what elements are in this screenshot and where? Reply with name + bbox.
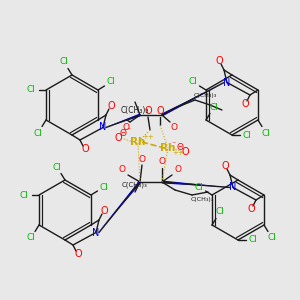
Text: O: O [114, 133, 122, 143]
Text: Cl: Cl [100, 182, 108, 191]
Text: Cl: Cl [60, 58, 68, 67]
Text: Cl: Cl [106, 77, 116, 86]
Text: C(CH₃)₃: C(CH₃)₃ [122, 182, 148, 188]
Text: N: N [92, 227, 100, 238]
Text: Cl: Cl [262, 128, 270, 137]
Text: O: O [118, 166, 125, 175]
Text: Cl: Cl [20, 190, 28, 200]
Polygon shape [105, 114, 140, 128]
Text: O: O [81, 144, 89, 154]
Text: Cl: Cl [27, 85, 35, 94]
Text: O: O [215, 56, 223, 66]
Text: O: O [247, 204, 255, 214]
Text: Cl: Cl [52, 163, 62, 172]
Text: Cl: Cl [27, 233, 35, 242]
Text: Θ: Θ [176, 142, 184, 152]
Text: O: O [74, 249, 82, 259]
Text: Cl: Cl [249, 236, 257, 244]
Text: O: O [122, 122, 130, 131]
Text: O: O [221, 161, 229, 171]
Text: Cl: Cl [268, 233, 276, 242]
Text: O: O [107, 101, 115, 111]
Text: C(CH₃)₃: C(CH₃)₃ [190, 197, 214, 202]
Text: O: O [181, 147, 189, 157]
Text: Cl: Cl [210, 103, 218, 112]
Text: O: O [156, 106, 164, 116]
Text: Cl: Cl [189, 77, 197, 86]
Text: ⁻: ⁻ [127, 125, 131, 134]
Text: O: O [158, 158, 166, 166]
Text: O: O [175, 166, 182, 175]
Text: O: O [139, 155, 145, 164]
Text: N: N [99, 122, 107, 133]
Text: Θ: Θ [119, 128, 127, 137]
Polygon shape [98, 181, 141, 233]
Text: ⁻: ⁻ [172, 140, 176, 148]
Text: Cl: Cl [243, 130, 251, 140]
Text: N: N [223, 77, 231, 88]
Text: ++: ++ [142, 134, 154, 140]
Text: Rh: Rh [160, 143, 176, 153]
Text: N: N [229, 182, 237, 193]
Text: Rh: Rh [130, 137, 146, 147]
Text: O: O [170, 122, 178, 131]
Text: O: O [100, 206, 108, 216]
Text: Cl: Cl [195, 182, 203, 191]
Polygon shape [161, 82, 225, 116]
Polygon shape [162, 181, 231, 188]
Text: C(CH₃)₃: C(CH₃)₃ [194, 92, 217, 98]
Text: ++: ++ [172, 150, 184, 156]
Text: O: O [241, 99, 249, 109]
Text: Cl: Cl [34, 128, 43, 137]
Text: C(CH₃)₃: C(CH₃)₃ [121, 106, 149, 115]
Text: Cl: Cl [216, 208, 224, 217]
Text: O: O [144, 106, 152, 116]
